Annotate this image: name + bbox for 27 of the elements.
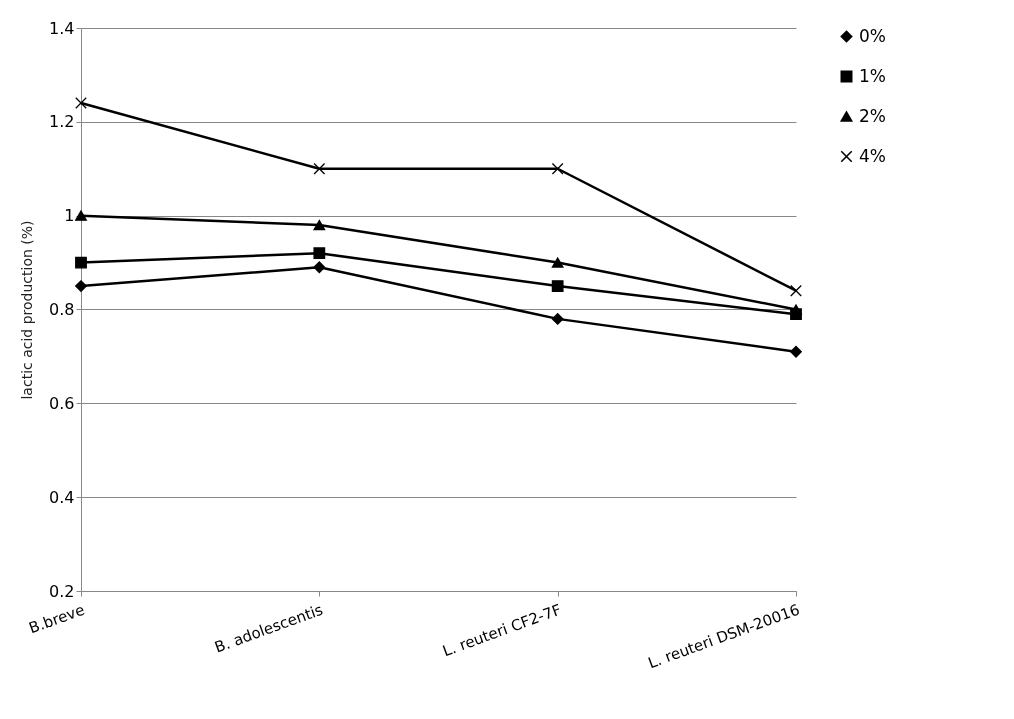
point (551, 257, 564, 268)
y-tick-label: 0.8 (49, 300, 75, 319)
point (551, 162, 564, 175)
y-axis-title: lactic acid production (%) (19, 220, 36, 400)
point (790, 284, 802, 297)
point (551, 312, 564, 325)
point (313, 162, 326, 175)
point (313, 219, 326, 231)
y-tick-label: 1.2 (49, 112, 75, 132)
point (551, 280, 564, 292)
legend-label: 2% (859, 105, 886, 126)
legend-label: 0% (859, 25, 886, 46)
y-tick-label: 0.4 (49, 487, 75, 507)
y-tick-label: 1 (64, 206, 75, 226)
y-tick-label: 0.6 (49, 393, 75, 413)
point (313, 261, 326, 274)
point (75, 97, 87, 109)
y-tick-label: 1.4 (49, 18, 75, 38)
point (790, 345, 802, 358)
legend-label: 4% (859, 145, 886, 166)
point (313, 247, 326, 260)
legend-label: 1% (859, 65, 886, 86)
point (75, 280, 87, 292)
point (75, 256, 87, 269)
point (75, 210, 87, 221)
point (790, 304, 802, 315)
y-tick-label: 0.2 (49, 581, 75, 601)
